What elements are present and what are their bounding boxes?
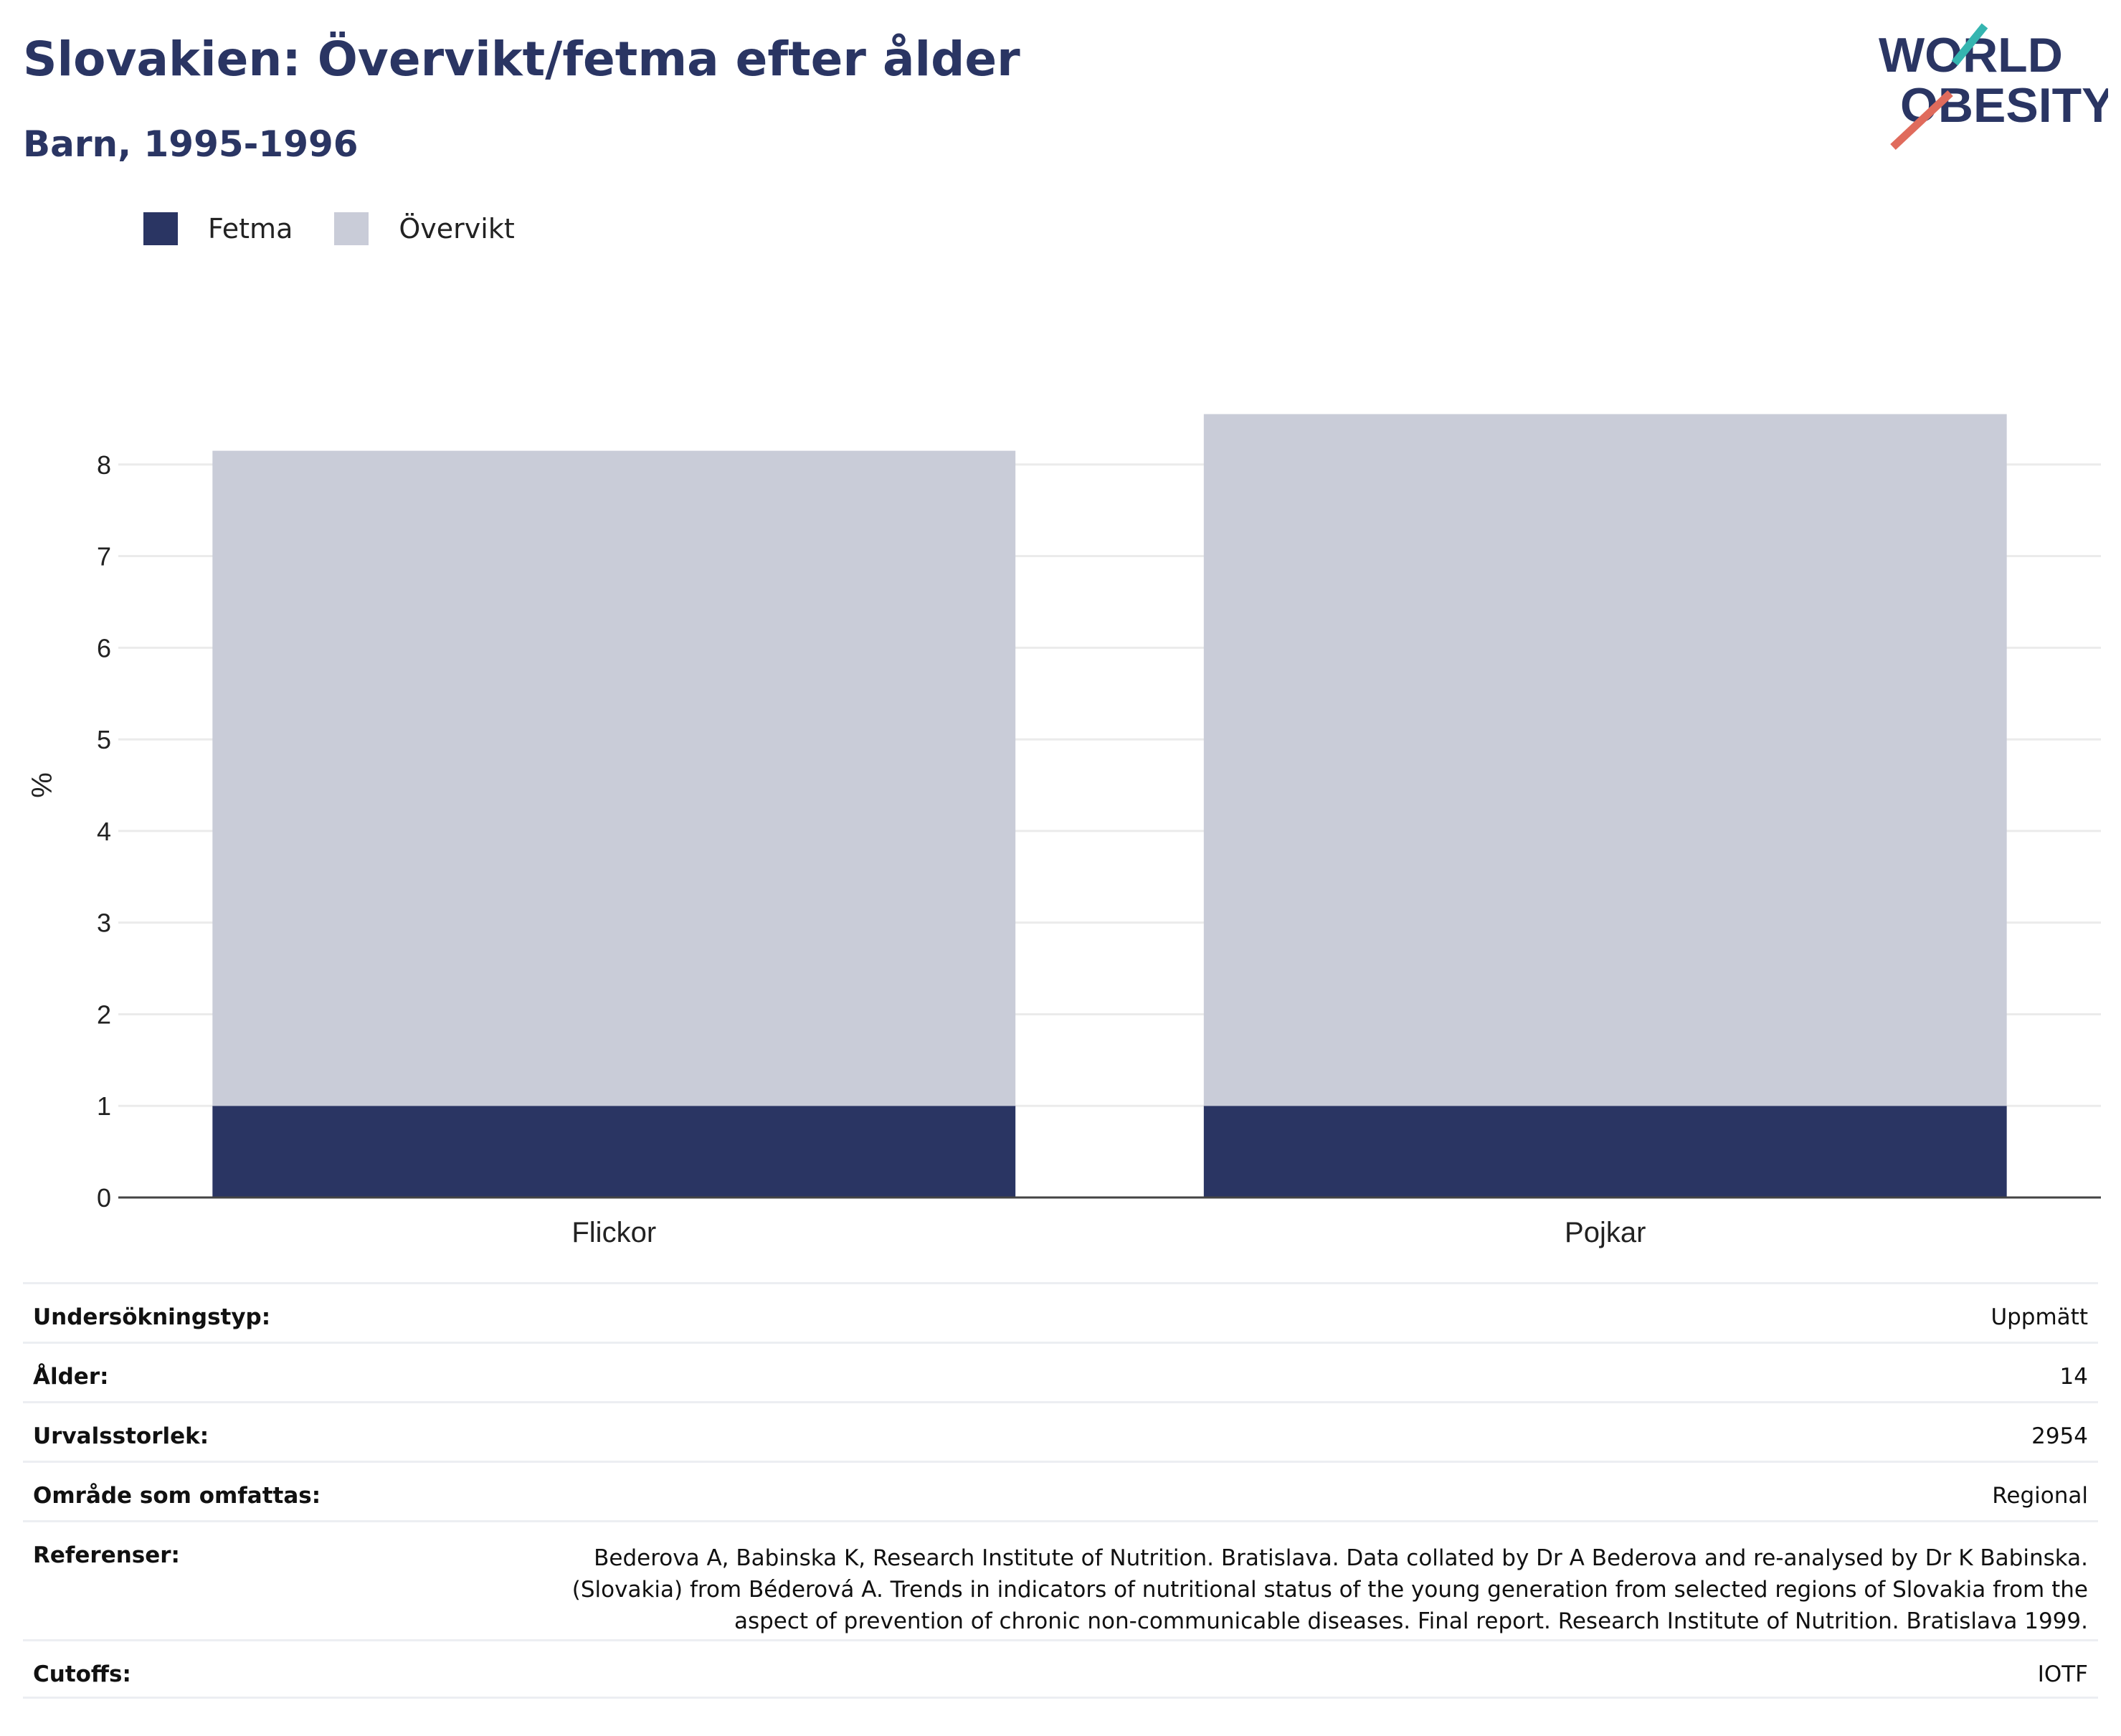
info-value: 14 [2059,1364,2088,1390]
info-value: Uppmätt [1990,1304,2088,1330]
legend-label-overvikt: Övervikt [399,213,515,245]
info-value: Bederova A, Babinska K, Research Institu… [571,1545,2088,1634]
info-table: Undersökningstyp: Uppmätt Ålder: 14 Urvalsst… [23,1282,2098,1699]
legend-item-fetma[interactable]: Fetma [143,212,293,245]
x-tick-label: Pojkar [1565,1217,1646,1248]
info-key: Cutoffs: [33,1661,131,1687]
info-value: Regional [1992,1483,2088,1509]
info-row: Referenser: Bederova A, Babinska K, Resea… [23,1520,2098,1639]
bar-fetma-pojkar [1203,1106,2007,1197]
legend-label-fetma: Fetma [208,213,293,245]
y-tick-label: 5 [97,725,111,754]
info-key: Urvalsstorlek: [33,1423,209,1449]
logo-line2: OBESITY [1900,78,2108,133]
y-tick-label: 7 [97,542,111,571]
logo-slash-teal [1951,23,1988,66]
info-row: Område som omfattas: Regional [23,1461,2098,1520]
y-tick-label: 6 [97,633,111,663]
legend: Fetma Övervikt [143,212,556,245]
x-tick-label: Flickor [571,1217,656,1248]
info-row: Undersökningstyp: Uppmätt [23,1282,2098,1342]
info-key: Referenser: [33,1542,180,1568]
info-row: Ålder: 14 [23,1342,2098,1401]
legend-item-overvikt[interactable]: Övervikt [334,212,515,245]
chart-subtitle: Barn, 1995-1996 [23,123,359,165]
bar-fetma-flickor [212,1106,1016,1197]
info-value: IOTF [2037,1661,2088,1687]
bar-chart: 0 1 2 3 4 5 6 7 8% Flickor Pojkar [27,414,2101,1248]
info-row: Urvalsstorlek: 2954 [23,1401,2098,1461]
chart-title: Slovakien: Övervikt/fetma efter ålder [23,32,1020,87]
info-value: 2954 [2031,1423,2088,1449]
y-tick-label: 4 [97,817,111,846]
bar-overvikt-pojkar [1203,414,2007,1106]
y-tick-label: 2 [97,1000,111,1029]
logo-slash-coral [1890,90,1953,151]
y-tick-label: 8 [97,450,111,480]
info-key: Ålder: [33,1364,109,1390]
info-row: Cutoffs: IOTF [23,1639,2098,1699]
y-tick-label: 0 [97,1183,111,1213]
info-key: Undersökningstyp: [33,1304,271,1330]
y-axis-label: % [27,772,58,798]
y-tick-label: 1 [97,1091,111,1121]
bar-overvikt-flickor [212,450,1016,1106]
legend-swatch-overvikt [334,212,369,245]
logo-line1: WORLD [1879,28,2063,82]
y-tick-label: 3 [97,909,111,938]
world-obesity-logo: WORLD OBESITY [1879,23,2108,151]
legend-swatch-fetma [143,212,178,245]
info-key: Område som omfattas: [33,1483,321,1509]
